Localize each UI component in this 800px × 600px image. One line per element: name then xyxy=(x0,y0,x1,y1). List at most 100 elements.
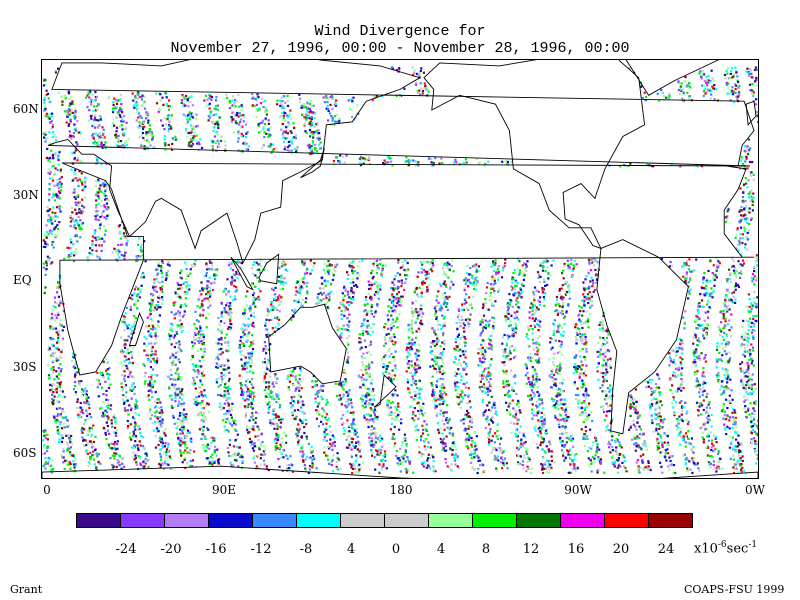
divergence-sample xyxy=(255,97,258,100)
divergence-sample xyxy=(745,368,748,371)
divergence-sample xyxy=(227,367,230,370)
divergence-sample xyxy=(141,250,144,253)
divergence-sample xyxy=(249,309,252,312)
divergence-sample xyxy=(232,273,235,276)
divergence-sample xyxy=(160,265,163,268)
divergence-sample xyxy=(284,137,287,140)
divergence-sample xyxy=(354,445,357,448)
divergence-sample xyxy=(745,381,749,384)
divergence-sample xyxy=(274,293,277,296)
divergence-sample xyxy=(252,425,255,428)
divergence-sample xyxy=(279,445,283,448)
divergence-sample xyxy=(95,210,98,213)
divergence-sample xyxy=(743,343,746,346)
divergence-sample xyxy=(145,454,148,457)
divergence-sample xyxy=(80,180,83,183)
divergence-sample xyxy=(340,317,343,320)
divergence-sample xyxy=(346,293,350,296)
divergence-sample xyxy=(275,296,278,299)
divergence-sample xyxy=(193,322,196,326)
divergence-sample xyxy=(234,423,237,426)
divergence-sample xyxy=(149,366,153,369)
divergence-sample xyxy=(328,425,331,428)
divergence-sample xyxy=(245,144,248,147)
divergence-sample xyxy=(748,358,751,361)
divergence-sample xyxy=(68,130,71,133)
divergence-sample xyxy=(45,230,49,234)
divergence-sample xyxy=(163,432,166,435)
divergence-sample xyxy=(159,466,162,469)
divergence-sample xyxy=(56,224,59,227)
divergence-sample xyxy=(56,400,59,403)
divergence-sample xyxy=(105,438,108,441)
divergence-sample xyxy=(172,137,175,140)
divergence-sample xyxy=(94,218,97,221)
divergence-sample xyxy=(133,411,137,414)
divergence-sample xyxy=(306,103,309,106)
divergence-sample xyxy=(328,264,331,267)
divergence-sample xyxy=(96,214,99,217)
divergence-sample xyxy=(74,227,77,230)
divergence-sample xyxy=(363,318,366,321)
divergence-sample xyxy=(374,441,377,444)
divergence-sample xyxy=(290,117,293,120)
divergence-sample xyxy=(194,370,197,373)
divergence-sample xyxy=(417,161,420,164)
divergence-sample xyxy=(755,314,758,317)
divergence-sample xyxy=(300,448,304,451)
divergence-sample xyxy=(193,265,196,268)
divergence-sample xyxy=(746,350,749,353)
divergence-sample xyxy=(130,356,134,359)
divergence-sample xyxy=(95,206,98,209)
divergence-sample xyxy=(185,127,188,130)
divergence-sample xyxy=(377,292,380,295)
divergence-sample xyxy=(70,442,73,445)
divergence-sample xyxy=(134,398,138,401)
divergence-sample xyxy=(185,418,189,421)
divergence-sample xyxy=(230,120,233,123)
divergence-sample xyxy=(211,149,214,152)
divergence-sample xyxy=(121,111,124,114)
divergence-sample xyxy=(88,96,91,99)
divergence-sample xyxy=(169,125,172,128)
divergence-sample xyxy=(49,116,52,119)
divergence-sample xyxy=(365,418,368,421)
divergence-sample xyxy=(742,353,745,356)
divergence-sample xyxy=(328,298,331,301)
divergence-sample xyxy=(274,307,277,310)
divergence-sample xyxy=(748,83,752,86)
divergence-sample xyxy=(197,402,200,405)
divergence-sample xyxy=(141,126,144,129)
divergence-sample xyxy=(77,204,80,207)
divergence-sample xyxy=(193,364,196,367)
divergence-sample xyxy=(251,427,254,431)
divergence-sample xyxy=(308,122,311,125)
divergence-sample xyxy=(321,415,324,418)
divergence-sample xyxy=(74,110,77,113)
divergence-sample xyxy=(193,398,196,401)
divergence-sample xyxy=(133,106,136,109)
divergence-sample xyxy=(400,300,403,303)
divergence-sample xyxy=(276,99,279,102)
divergence-sample xyxy=(180,330,183,333)
divergence-sample xyxy=(348,335,351,338)
divergence-sample xyxy=(78,178,81,181)
divergence-sample xyxy=(101,415,104,418)
divergence-sample xyxy=(351,441,354,444)
divergence-sample xyxy=(110,422,113,425)
divergence-sample xyxy=(172,363,175,366)
divergence-sample xyxy=(248,419,251,422)
divergence-sample xyxy=(287,99,290,103)
divergence-sample xyxy=(752,349,755,352)
divergence-sample xyxy=(143,125,146,128)
divergence-sample xyxy=(378,471,381,474)
divergence-sample xyxy=(47,377,50,380)
divergence-sample xyxy=(347,99,350,102)
divergence-sample xyxy=(49,229,52,232)
divergence-sample xyxy=(359,348,362,351)
divergence-sample xyxy=(329,103,332,106)
divergence-sample xyxy=(370,432,373,435)
divergence-sample xyxy=(254,97,257,101)
divergence-sample xyxy=(382,162,385,165)
divergence-sample xyxy=(191,363,194,366)
